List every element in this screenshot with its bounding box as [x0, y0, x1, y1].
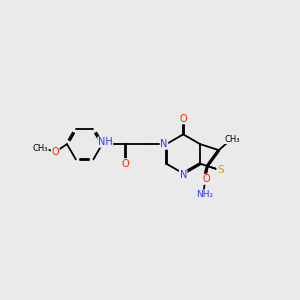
Text: NH₂: NH₂: [196, 190, 214, 199]
Text: O: O: [122, 159, 129, 169]
Text: N: N: [160, 139, 168, 149]
Text: O: O: [202, 174, 210, 184]
Text: S: S: [217, 165, 224, 175]
Text: CH₃: CH₃: [33, 143, 48, 152]
Text: NH: NH: [98, 137, 113, 147]
Text: O: O: [179, 114, 187, 124]
Text: N: N: [180, 170, 187, 180]
Text: O: O: [51, 147, 59, 157]
Text: CH₃: CH₃: [224, 135, 240, 144]
